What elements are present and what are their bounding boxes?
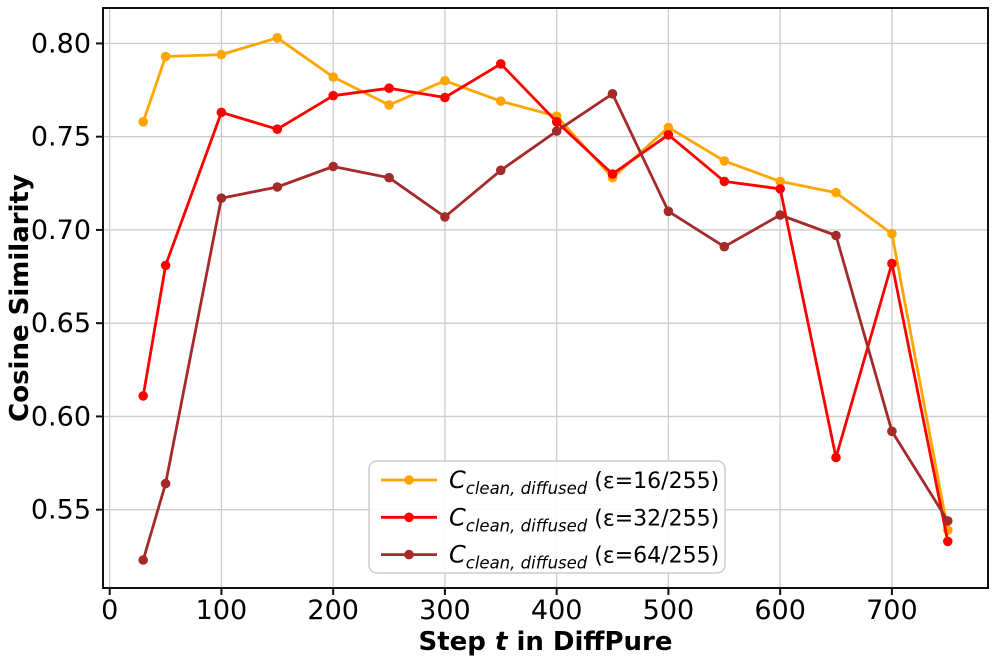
data-point [138, 555, 148, 565]
data-point [831, 230, 841, 241]
data-series [138, 33, 953, 565]
legend-item-C_clean_diffused_eps_64_255: Cclean, diffused (ε=64/255) [381, 541, 719, 573]
data-point [384, 83, 394, 93]
data-point [440, 92, 450, 103]
legend-item-C_clean_diffused_eps_32_255: Cclean, diffused (ε=32/255) [381, 503, 719, 535]
axis-labels: Step t in DiffPure Cosine Similarity [5, 174, 673, 657]
legend-item-C_clean_diffused_eps_16_255: Cclean, diffused (ε=16/255) [381, 466, 719, 498]
legend-label: Cclean, diffused (ε=16/255) [449, 466, 719, 498]
data-point [160, 51, 171, 62]
x-tick-label: 500 [643, 595, 695, 626]
data-point [496, 165, 506, 176]
data-point [384, 172, 394, 183]
y-tick-label: 0.75 [31, 122, 91, 153]
data-point [719, 156, 730, 166]
legend-marker [404, 549, 414, 560]
data-point [719, 176, 730, 187]
x-tick-label: 300 [419, 595, 471, 626]
legend: Cclean, diffused (ε=16/255) Cclean, diffu… [368, 460, 726, 574]
y-tick-label: 0.55 [31, 495, 91, 526]
data-point [328, 90, 339, 101]
data-point [775, 176, 785, 187]
data-point [272, 124, 283, 134]
plot-spines [102, 7, 989, 589]
data-point [887, 228, 897, 239]
x-axis-label: Step t in DiffPure [419, 627, 673, 657]
data-point [216, 193, 227, 203]
data-point [831, 452, 841, 463]
y-tick-label: 0.65 [31, 308, 91, 339]
x-tick-label: 200 [307, 595, 359, 626]
data-point [663, 206, 674, 217]
x-tick-label: 400 [531, 595, 583, 626]
axes: 0 100 200 300 400 500 600 700 0.55 0.60 0.65 0.70 0.… [31, 7, 989, 626]
data-point [328, 72, 339, 82]
y-tick-label: 0.70 [31, 215, 91, 246]
series-markers-C_clean_diffused_eps_64_255 [138, 89, 953, 565]
legend-marker [404, 512, 414, 523]
data-point [440, 212, 450, 222]
y-tick-label: 0.80 [31, 28, 91, 59]
data-point [775, 210, 785, 220]
data-point [272, 182, 283, 192]
data-point [831, 187, 841, 198]
data-point [272, 33, 283, 43]
x-tick-label: 700 [866, 595, 918, 626]
data-point [551, 126, 562, 136]
series-markers-C_clean_diffused_eps_32_255 [138, 59, 953, 547]
series-line-C_clean_diffused_eps_64_255 [141, 92, 950, 562]
data-point [160, 260, 171, 271]
data-point [719, 241, 730, 252]
data-point [384, 100, 394, 110]
data-point [496, 96, 506, 106]
legend-label: Cclean, diffused (ε=32/255) [449, 503, 719, 535]
data-point [663, 122, 674, 133]
series-line-C_clean_diffused_eps_16_255 [141, 36, 950, 532]
legend-box [368, 460, 726, 574]
data-point [943, 536, 953, 547]
y-axis-label: Cosine Similarity [5, 174, 35, 422]
data-point [496, 59, 506, 69]
data-point [138, 391, 148, 401]
series-line-C_clean_diffused_eps_32_255 [141, 62, 950, 543]
legend-marker [404, 475, 414, 485]
data-point [663, 130, 674, 140]
data-point [551, 117, 562, 127]
data-point [887, 426, 897, 437]
x-tick-label: 0 [101, 595, 118, 626]
data-point [887, 258, 897, 269]
grid-lines [103, 8, 988, 588]
data-point [328, 161, 339, 172]
y-tick-label: 0.60 [31, 401, 91, 432]
x-tick-label: 600 [754, 595, 806, 626]
data-point [216, 49, 227, 60]
data-point [216, 107, 227, 118]
data-point [943, 516, 953, 526]
data-point [440, 75, 450, 86]
data-point [775, 184, 785, 194]
data-point [160, 478, 171, 489]
data-point [138, 117, 148, 127]
data-point [607, 89, 618, 99]
legend-label: Cclean, diffused (ε=64/255) [449, 541, 719, 573]
x-tick-label: 100 [196, 595, 248, 626]
data-point [607, 169, 618, 179]
